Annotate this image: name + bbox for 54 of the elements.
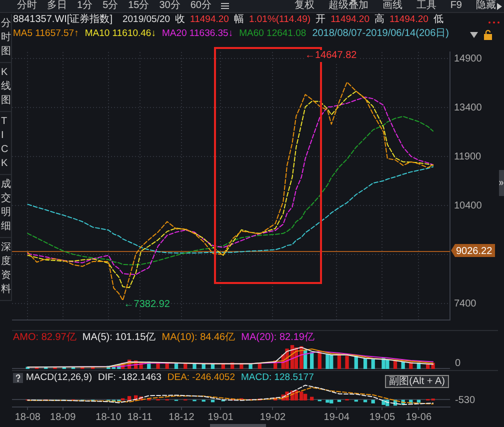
- text: -530: [455, 394, 476, 406]
- text: 画线: [382, 0, 402, 12]
- text: 2018/08/07-2019/06/14(206日): [312, 28, 449, 40]
- text: MA10 11610.46↓: [84, 28, 156, 40]
- x-tick-label: 18-08: [14, 412, 41, 423]
- y-tick-label: 7400: [454, 298, 477, 310]
- text: 隐藏: [476, 0, 496, 12]
- annotation: K线图: [1, 66, 14, 108]
- x-tick-label: 19-01: [208, 412, 234, 423]
- text: MA5 11657.57↑: [13, 28, 79, 40]
- x-tick-label: 18-10: [96, 412, 122, 423]
- text: 15分: [128, 0, 150, 12]
- x-tick-label: 19-04: [324, 412, 350, 423]
- annotation: ←7382.92: [124, 298, 170, 310]
- text: 分时: [17, 0, 37, 12]
- series-label: MA(20): 82.19亿: [241, 332, 314, 344]
- series-label: DEA: -246.4052: [167, 372, 235, 384]
- text: 多日: [47, 0, 67, 12]
- chart-title: MACD(12,26,9): [26, 372, 92, 384]
- x-tick-label: 19-06: [406, 412, 432, 423]
- x-tick-label: 18-12: [168, 412, 195, 423]
- text: AMO: 82.97亿: [13, 332, 76, 344]
- x-tick-label: 19-05: [369, 412, 396, 423]
- annotation: 副图(Alt + A): [385, 375, 449, 388]
- y-tick-label: 10400: [454, 200, 482, 212]
- y-tick-label: 11900: [454, 151, 482, 162]
- text: F9: [450, 0, 462, 12]
- chart-title: 8841357.WI[证券指数]: [13, 14, 112, 26]
- text: 0: [455, 358, 461, 369]
- annotation: 分时图: [1, 18, 14, 59]
- annotation: 深度资料: [1, 241, 14, 297]
- text: 30分: [159, 0, 180, 12]
- series-label: DIF: -182.1463: [98, 372, 162, 384]
- text: MA60 12641.08: [239, 28, 306, 40]
- x-tick-label: 18-09: [50, 412, 76, 423]
- text: 工具: [416, 0, 436, 12]
- series-label: MA(5): 101.15亿: [82, 332, 156, 344]
- text: 60分: [190, 0, 212, 12]
- y-tick-label: 14900: [454, 53, 482, 64]
- x-tick-label: 18-11: [127, 412, 153, 423]
- y-tick-label: 13400: [454, 102, 482, 114]
- ref-line-label: 9026.22: [456, 246, 493, 257]
- annotation: 成交明细: [1, 178, 14, 234]
- text: 2019/05/20 收 11494.20 幅 1.01%(114.49) 开 11494.20 高 11494.20 低: [122, 14, 444, 25]
- text: MA20 11636.35↓: [162, 28, 234, 40]
- text: 超级叠加: [328, 0, 368, 12]
- text: 复权: [294, 0, 314, 12]
- text: 5分: [102, 0, 118, 12]
- text: 1分: [77, 0, 93, 12]
- series-label: MACD: 128.5177: [240, 372, 314, 384]
- annotation: ←14647.82: [304, 50, 358, 62]
- text: TICK: [1, 115, 12, 171]
- series-label: MA(10): 84.46亿: [162, 332, 236, 344]
- x-tick-label: 19-02: [260, 412, 286, 423]
